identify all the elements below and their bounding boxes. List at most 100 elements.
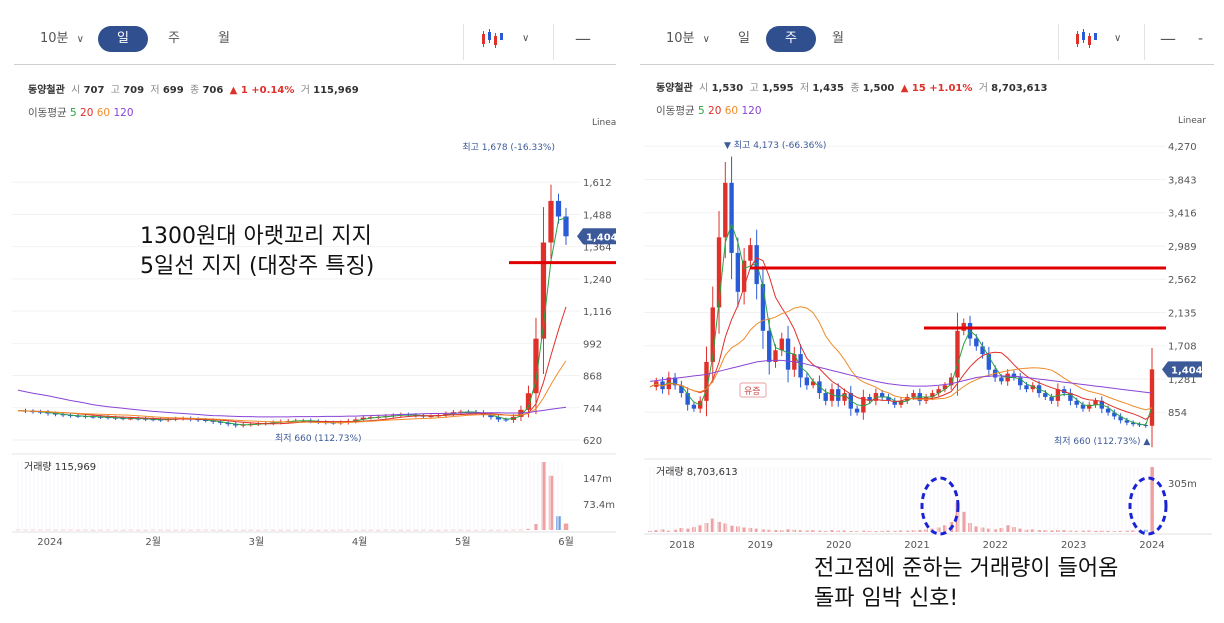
volume-bar xyxy=(666,530,671,532)
volume-bar xyxy=(1087,530,1092,532)
volume-bar xyxy=(98,529,103,531)
candle-body xyxy=(548,200,554,243)
volume-bar xyxy=(45,529,51,531)
candle-body xyxy=(911,393,916,397)
volume-bar xyxy=(150,529,156,531)
volume-bar xyxy=(105,529,111,531)
volume-bar xyxy=(263,529,268,531)
volume-bar xyxy=(338,529,344,531)
candle-body xyxy=(842,393,847,401)
x-tick-label: 2022 xyxy=(983,540,1008,551)
volume-label: 거래량 8,703,613 xyxy=(656,466,738,478)
volume-bar xyxy=(654,530,659,532)
volume-bar xyxy=(511,529,516,531)
annotation-text: 1300원대 아랫꼬리 지지 5일선 지지 (대장주 특징) xyxy=(140,222,374,282)
y-tick-label: 1,612 xyxy=(583,178,612,189)
interval-dropdown[interactable]: 10분 ∨ xyxy=(40,24,84,54)
tab-monthly[interactable]: 월 xyxy=(832,31,844,46)
daily-chart-panel: 10분 ∨ 일 주 월 ∨ — 동양철관 시 707 고 709 저 699 종… xyxy=(0,0,616,560)
volume-bar xyxy=(905,530,910,532)
candle-body xyxy=(488,414,494,418)
tab-monthly[interactable]: 월 xyxy=(218,31,230,46)
high-label: 고 xyxy=(749,83,759,94)
chevron-down-icon[interactable]: ∨ xyxy=(1114,33,1122,44)
minus-icon[interactable]: — xyxy=(575,29,591,48)
low-label: 저 xyxy=(150,85,160,96)
minus-icon[interactable]: — xyxy=(1160,29,1176,48)
volume-bar xyxy=(75,529,81,531)
ma-60: 60 xyxy=(96,107,111,119)
candlestick-icon[interactable] xyxy=(480,28,504,58)
volume-bar xyxy=(526,528,531,530)
volume-bar xyxy=(301,529,306,531)
y-tick-label: 1,240 xyxy=(583,275,612,286)
ma-120: 120 xyxy=(741,105,762,117)
chevron-down-icon[interactable]: ∨ xyxy=(522,33,530,44)
more-icon[interactable]: - xyxy=(1198,31,1204,47)
y-tick-label: 2,989 xyxy=(1168,242,1197,253)
volume-bar xyxy=(481,529,486,531)
ma-20: 20 xyxy=(80,107,94,119)
low-value: 699 xyxy=(162,85,184,96)
volume-bar xyxy=(165,529,171,531)
weekly-price-chart[interactable]: 4,270 3,843 3,416 2,989 2,562 2,135 1,708 1,281… xyxy=(636,0,1224,560)
ma-label: 이동평균 xyxy=(656,105,695,117)
candle-body xyxy=(867,396,872,401)
volume-bar xyxy=(1049,530,1054,532)
volume-bar xyxy=(240,529,246,531)
volume-bar xyxy=(729,525,734,532)
volume-bar xyxy=(270,529,276,531)
volume-bar xyxy=(698,525,703,532)
volume-bar xyxy=(679,527,684,532)
volume-bar xyxy=(68,529,73,531)
ma20-line xyxy=(649,257,1153,420)
volume-bar xyxy=(473,529,479,531)
daily-price-chart[interactable]: 1,612 1,488 1,364 1,240 1,116 992 868 744 620 거래량… xyxy=(0,0,616,560)
candle-body xyxy=(428,416,434,418)
tab-daily[interactable]: 일 xyxy=(98,26,148,52)
toolbar-divider xyxy=(553,24,554,60)
volume-bar xyxy=(518,529,524,531)
candle-body xyxy=(127,418,134,420)
close-label: 종 xyxy=(850,83,860,94)
volume-bar xyxy=(1043,530,1048,532)
candle-body xyxy=(716,237,722,308)
candle-body xyxy=(1105,408,1111,413)
y-tick-label: 1,488 xyxy=(583,210,612,221)
volume-bar xyxy=(413,529,419,531)
tab-daily[interactable]: 일 xyxy=(738,31,750,46)
volume-bar xyxy=(886,530,891,532)
stock-name: 동양철관 xyxy=(656,83,693,94)
volume-bar xyxy=(60,529,66,531)
volume-tick-label: 147m xyxy=(583,474,612,485)
volume-bar xyxy=(158,529,163,531)
candle-body xyxy=(955,330,960,378)
volume-bar xyxy=(293,529,299,531)
volume-bar xyxy=(353,529,359,531)
current-price-label: 1,404 xyxy=(586,232,616,243)
candle-body xyxy=(1149,369,1155,426)
volume-bar xyxy=(278,529,283,531)
y-tick-label: 1,116 xyxy=(583,307,612,318)
volume-bar xyxy=(999,527,1004,532)
volume-bar xyxy=(316,529,321,531)
chart-toolbar: 10분 ∨ 일 주 월 ∨ — - xyxy=(636,24,1224,60)
volume-bar xyxy=(1062,530,1067,532)
ma120-line xyxy=(17,389,567,418)
volume-bar xyxy=(308,529,314,531)
tab-weekly[interactable]: 주 xyxy=(168,31,180,46)
y-tick-label: 620 xyxy=(583,436,602,447)
interval-dropdown[interactable]: 10분 ∨ xyxy=(666,24,710,54)
candle-body xyxy=(203,419,209,421)
x-tick-label: 3월 xyxy=(249,536,265,548)
candle-body xyxy=(1118,416,1123,421)
tab-weekly[interactable]: 주 xyxy=(766,26,816,52)
candlestick-icon[interactable] xyxy=(1074,28,1098,58)
candle-body xyxy=(691,404,697,409)
volume-bar xyxy=(443,529,449,531)
y-tick-label: 854 xyxy=(1168,408,1187,419)
volume-bar xyxy=(368,529,374,531)
ma-60: 60 xyxy=(724,105,739,117)
x-tick-label: 2020 xyxy=(826,540,851,551)
stock-name: 동양철관 xyxy=(28,85,65,96)
